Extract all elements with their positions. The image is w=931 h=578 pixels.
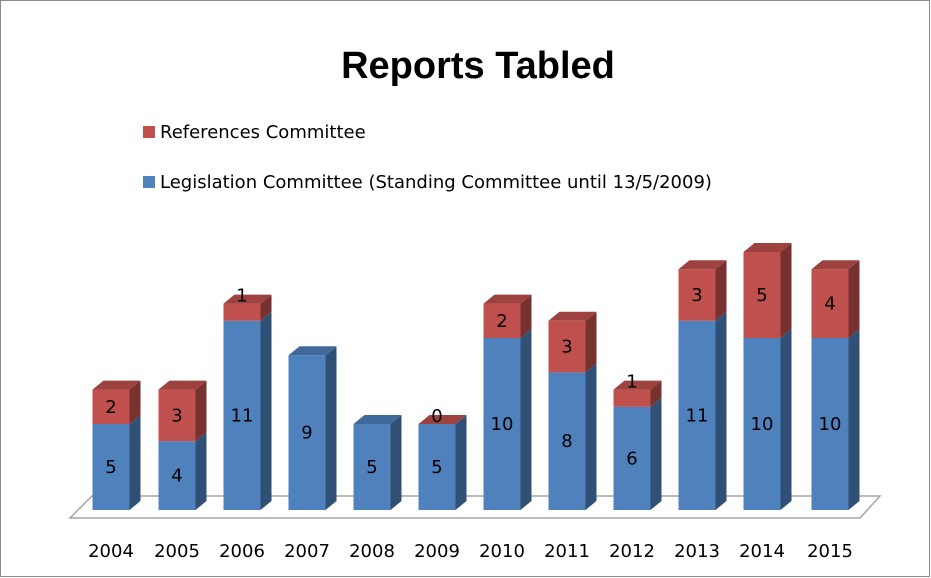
x-tick-label: 2008 <box>349 541 395 562</box>
data-label: 3 <box>561 337 572 358</box>
legend-swatch <box>143 176 155 188</box>
data-label: 10 <box>819 414 842 435</box>
bar-segment: 5 <box>92 415 141 510</box>
chart-title: Reports Tabled <box>341 45 615 87</box>
data-label: 1 <box>626 372 637 393</box>
x-tick-label: 2007 <box>284 541 330 562</box>
bar-segment: 1 <box>223 286 272 321</box>
x-tick-label: 2011 <box>544 541 590 562</box>
bar-segment: 3 <box>548 311 597 373</box>
data-label: 5 <box>431 457 442 478</box>
bar-segment: 10 <box>483 329 532 510</box>
data-label: 0 <box>431 406 442 427</box>
x-tick-label: 2009 <box>414 541 460 562</box>
x-tick-label: 2015 <box>807 541 853 562</box>
x-tick-label: 2012 <box>609 541 655 562</box>
bar-segment: 4 <box>158 432 207 510</box>
legend-swatch <box>143 126 155 138</box>
data-label: 4 <box>824 294 835 315</box>
data-label: 10 <box>751 414 774 435</box>
data-label: 2 <box>496 311 507 332</box>
chart-floor <box>68 495 882 519</box>
legend-label: References Committee <box>160 122 366 143</box>
bar-segment: 2 <box>483 294 532 338</box>
bar-segment: 3 <box>158 380 207 442</box>
bar-segment: 9 <box>288 346 337 510</box>
data-label: 11 <box>231 405 254 426</box>
data-label: 2 <box>105 397 116 418</box>
x-tick-label: 2013 <box>674 541 720 562</box>
bar-segment: 6 <box>613 397 662 510</box>
bar-segment: 1 <box>613 372 662 407</box>
bar-segment: 5 <box>743 243 792 338</box>
data-label: 5 <box>105 457 116 478</box>
floor-plane <box>68 495 882 519</box>
bar-segment: 11 <box>223 311 272 510</box>
data-label: 1 <box>236 286 247 307</box>
bar-segment: 10 <box>811 329 860 510</box>
bar-segment: 11 <box>678 311 727 510</box>
legend: References Committee Legislation Committe… <box>143 122 712 193</box>
x-tick-label: 2005 <box>154 541 200 562</box>
bar-segment: 2 <box>92 380 141 424</box>
data-label: 5 <box>756 285 767 306</box>
data-label: 10 <box>491 414 514 435</box>
bar-segment: 3 <box>678 260 727 321</box>
x-tick-label: 2010 <box>479 541 525 562</box>
bar-segment: 5 <box>353 415 402 510</box>
x-axis-ticks: 2004 2005 2006 2007 2008 2009 2010 2011 2012 2013… <box>88 541 853 562</box>
bar-segment: 4 <box>811 260 860 338</box>
data-label: 6 <box>626 448 637 469</box>
bar-segment: 5 <box>418 415 467 510</box>
x-tick-label: 2004 <box>88 541 134 562</box>
data-label: 3 <box>171 405 182 426</box>
data-label: 8 <box>561 431 572 452</box>
data-label: 3 <box>691 285 702 306</box>
bar-segment: 0 <box>418 406 467 427</box>
data-label: 4 <box>171 466 182 487</box>
legend-label: Legislation Committee (Standing Committe… <box>160 172 712 193</box>
x-tick-label: 2006 <box>219 541 265 562</box>
data-label: 5 <box>366 457 377 478</box>
bar-segment: 10 <box>743 329 792 510</box>
bar-segment: 8 <box>548 363 597 510</box>
x-tick-label: 2014 <box>739 541 785 562</box>
data-label: 9 <box>301 423 312 444</box>
data-label: 11 <box>686 405 709 426</box>
